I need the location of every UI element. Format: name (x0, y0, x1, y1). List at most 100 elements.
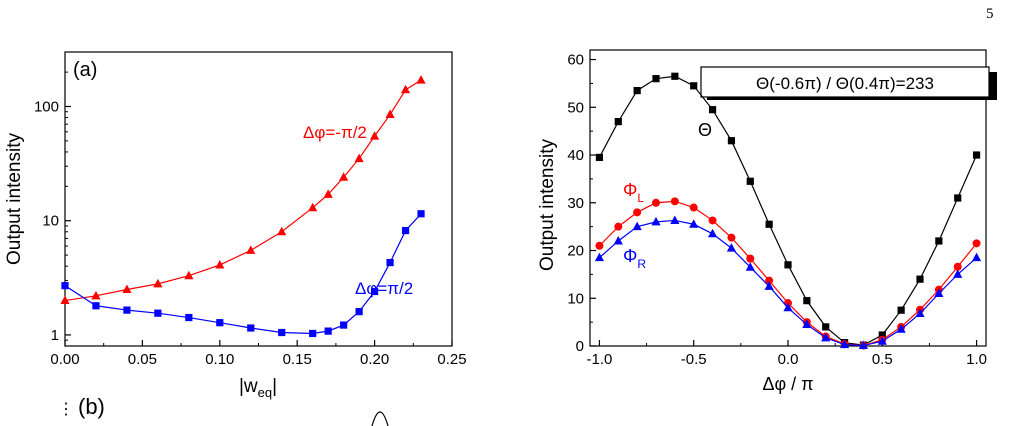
chart-a-series-0-point (370, 131, 380, 140)
series-label-theta: Θ (698, 120, 712, 140)
chart-a-series-1-point (386, 258, 394, 267)
chart-b-series-1-point (708, 216, 717, 225)
chart-b-series-0-point (935, 237, 943, 245)
chart-b-series-1-point (746, 254, 755, 263)
chart-b-series-1-point (595, 241, 604, 250)
chart-b-y-axis-label: Output intensity (537, 138, 558, 271)
chart-a-x-tick-label: 0.20 (360, 351, 389, 368)
panel-b-label: ⋮ (b) (58, 394, 105, 419)
chart-b-series-2-point (915, 308, 925, 318)
chart-a: (a) Output intensity |weq| Δφ=-π/2 Δφ=π/… (4, 51, 467, 400)
chart-a-panel-label: (a) (73, 59, 97, 81)
chart-b-series-0-point (954, 194, 962, 202)
chart-b-series-0-point (652, 75, 660, 83)
chart-a-series-1-point (340, 321, 348, 329)
chart-b-series-0-point (822, 323, 830, 331)
chart-b: Output intensity Δφ / π Θ(-0.6π) / Θ(0.4… (537, 49, 997, 394)
series-label-phi-r: ΦR (623, 246, 646, 271)
chart-b-series-0-point (614, 118, 622, 126)
chart-b-series-0-point (746, 177, 754, 185)
chart-b-series-1-point (670, 197, 679, 206)
chart-a-series-1-point (417, 210, 425, 218)
chart-a-y-tick-label: 1 (51, 327, 59, 344)
chart-b-series-2-point (783, 302, 793, 312)
chart-b-series-0-point (784, 261, 792, 269)
chart-b-series-0-point (671, 72, 679, 80)
chart-a-x-tick-label: 0.05 (128, 351, 157, 368)
chart-b-series-2-point (726, 243, 737, 252)
chart-a-series-1-point (247, 324, 255, 332)
chart-b-series-1-point (633, 208, 642, 217)
chart-b-series-2-point (934, 288, 944, 297)
chart-b-series-0-point (803, 297, 811, 305)
chart-a-x-tick-label: 0.15 (283, 351, 312, 368)
chart-a-series-1-point (185, 313, 193, 322)
chart-b-series-2-point (858, 340, 869, 350)
chart-b-series-2-point (839, 339, 850, 349)
chart-b-x-tick-label: -0.5 (681, 351, 707, 368)
chart-b-series-2-point (764, 281, 774, 290)
chart-b-series-1-point (765, 276, 774, 285)
chart-a-series-0-point (400, 84, 411, 94)
chart-a-y-axis-label: Output intensity (4, 132, 25, 265)
chart-b-series-0-point (690, 82, 698, 90)
chart-b-series-0-point (916, 275, 924, 283)
chart-b-series-2-point (594, 252, 605, 262)
chart-b-series-2-point (745, 262, 755, 271)
chart-a-series-0-point (385, 109, 395, 119)
chart-a-frame (64, 51, 453, 347)
chart-a-x-tick-label: 0.00 (50, 351, 79, 368)
chart-a-series-0-point (153, 278, 163, 288)
chart-a-series-0-point (354, 153, 364, 163)
chart-b-series-2-point (632, 221, 642, 231)
chart-a-series-1-line (64, 213, 422, 335)
series-label-phi-l: ΦL (623, 180, 644, 205)
chart-b-y-tick-label: 0 (576, 338, 584, 355)
chart-a-series-0-point (416, 75, 426, 84)
chart-a-series-1-point (355, 308, 363, 316)
chart-a-x-tick-label: 0.25 (437, 351, 466, 368)
chart-a-series-0-point (60, 295, 70, 305)
chart-a-series-1-point (371, 287, 379, 296)
chart-b-series-2-point (651, 216, 661, 226)
chart-a-x-axis-label: |weq| (239, 376, 277, 400)
chart-b-y-tick-label: 30 (567, 195, 584, 212)
series-label-dphi-minus: Δφ=-π/2 (303, 123, 367, 142)
chart-a-series-0-point (323, 189, 333, 198)
chart-b-series-1-point (727, 233, 736, 242)
chart-b-series-0-point (633, 86, 641, 95)
chart-a-series-0-point (246, 245, 256, 254)
chart-a-series-1-point (216, 319, 224, 327)
chart-b-y-tick-label: 50 (567, 99, 584, 116)
chart-a-series-1-point (123, 306, 131, 314)
chart-b-series-0-point (595, 153, 604, 162)
chart-b-y-tick-label: 10 (567, 290, 584, 307)
chart-b-series-0-point (727, 137, 736, 145)
chart-a-series-0-point (122, 284, 132, 293)
chart-b-series-1-point (953, 262, 962, 271)
chart-a-y-tick-label: 10 (42, 213, 59, 230)
chart-a-series-1-point (324, 327, 332, 335)
panel-b-fragment (371, 411, 389, 426)
chart-b-x-tick-label: -1.0 (586, 351, 612, 368)
chart-b-series-2-line (599, 219, 977, 347)
chart-a-series-1-point (154, 309, 162, 317)
chart-a-series-0-point (339, 172, 349, 181)
chart-b-series-2-point (707, 228, 718, 238)
chart-b-series-1-point (614, 222, 623, 231)
chart-b-series-2-point (896, 324, 906, 333)
chart-b-series-2-point (877, 336, 887, 345)
chart-b-x-tick-label: 1.0 (966, 351, 987, 368)
series-label-dphi-plus: Δφ=π/2 (355, 279, 413, 298)
chart-b-y-tick-label: 60 (567, 52, 584, 69)
panel-b-curve-fragment (371, 411, 389, 426)
chart-a-series-1-point (401, 226, 410, 235)
chart-a-series-0-point (184, 270, 194, 280)
annotation-box: Θ(-0.6π) / Θ(0.4π)=233 (700, 66, 997, 100)
chart-a-series-0-point (215, 259, 225, 269)
chart-b-series-1-point (689, 203, 698, 212)
chart-b-series-1-point (652, 198, 660, 207)
chart-b-x-tick-label: 0.5 (872, 351, 893, 368)
chart-a-series-0-point (91, 290, 101, 300)
